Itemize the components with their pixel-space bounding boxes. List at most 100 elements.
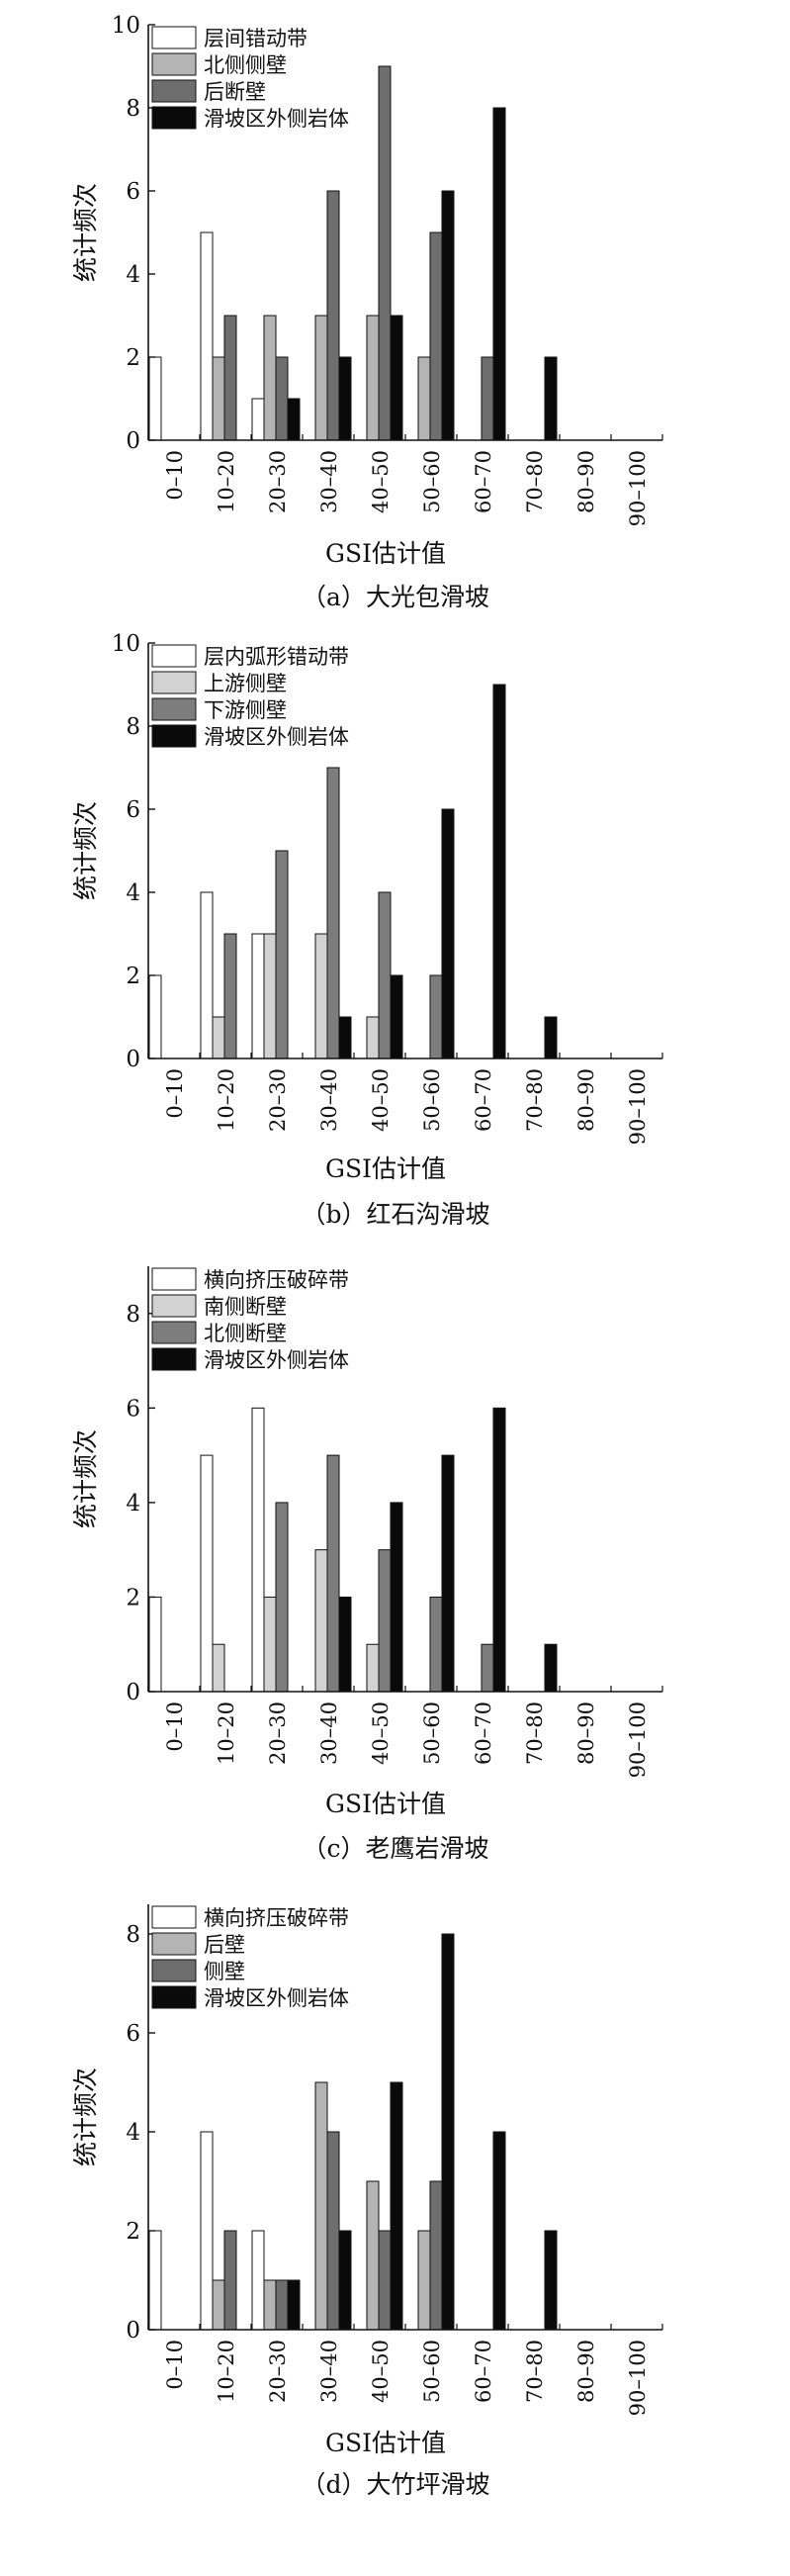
y-tick-label: 6: [126, 2021, 140, 2047]
legend-swatch: [151, 79, 197, 103]
bar: [200, 231, 214, 441]
legend-swatch: [151, 671, 197, 694]
x-tick-label: 70–80: [523, 450, 547, 513]
x-tick-label: 70–80: [523, 1068, 547, 1132]
chart-caption: （b）红石沟滑坡: [301, 1200, 489, 1229]
legend-label: 滑坡区外侧岩体: [204, 725, 349, 749]
chart-caption: （c）老鹰岩滑坡: [302, 1834, 488, 1863]
bar: [378, 891, 392, 1059]
bar: [417, 356, 431, 441]
y-tick-label: 4: [126, 262, 140, 288]
x-tick-label: 30–40: [317, 450, 341, 513]
x-tick-label: 40–50: [369, 1702, 393, 1765]
y-tick-label: 4: [126, 2120, 140, 2146]
y-tick-label: 10: [112, 13, 140, 39]
bar: [326, 2131, 340, 2331]
y-tick-label: 8: [126, 714, 140, 740]
y-axis-label: 统计频次: [71, 801, 100, 900]
bar: [212, 1016, 225, 1059]
bar: [212, 356, 225, 441]
chart-a: 0 2 4 6 8 10 0–10 10–20 20–30 30–40 40–50 50–60 60–7…: [71, 13, 663, 611]
x-tick-label: 80–90: [574, 1068, 598, 1132]
legend-swatch: [151, 1959, 197, 1982]
legend-swatch: [151, 697, 197, 721]
bar: [390, 2081, 403, 2331]
x-tick-label: 0–10: [163, 450, 187, 501]
bar: [378, 2230, 392, 2331]
x-tick-label: 20–30: [266, 1702, 290, 1765]
bar: [251, 1407, 265, 1693]
bar: [200, 2131, 214, 2331]
x-axis-label: GSI估计值: [325, 1154, 446, 1183]
y-tick-label: 6: [126, 797, 140, 823]
x-tick-label: 90–100: [626, 1702, 650, 1778]
bar: [148, 2230, 162, 2331]
bar: [441, 808, 455, 1059]
legend-label: 下游侧壁: [204, 698, 287, 722]
bar: [263, 315, 277, 441]
x-tick-label: 70–80: [523, 1702, 547, 1765]
bar: [441, 1933, 455, 2331]
bar: [390, 974, 403, 1059]
x-axis-label: GSI估计值: [325, 539, 446, 568]
x-tick-label: 30–40: [317, 2340, 341, 2403]
bar: [441, 190, 455, 441]
x-tick-label: 80–90: [574, 450, 598, 513]
bar: [544, 1643, 558, 1693]
legend-label: 滑坡区外侧岩体: [204, 107, 349, 131]
bar: [366, 315, 380, 441]
bar: [338, 2230, 352, 2331]
bar: [148, 974, 162, 1059]
bar: [544, 356, 558, 441]
x-tick-label: 50–60: [420, 450, 444, 513]
chart-b: 0 2 4 6 8 10 0–10 10–20 20–30 30–40 40–50 50–60 60–7…: [71, 631, 663, 1229]
y-tick-label: 8: [126, 96, 140, 122]
bar: [481, 356, 494, 441]
x-tick-label: 50–60: [420, 2340, 444, 2403]
x-axis-label: GSI估计值: [325, 2429, 446, 2457]
y-tick-label: 0: [126, 1680, 140, 1705]
y-tick-label: 2: [126, 964, 140, 989]
y-tick-label: 2: [126, 2219, 140, 2245]
legend-swatch: [151, 1985, 197, 2009]
bar: [338, 1596, 352, 1693]
bar: [287, 398, 301, 441]
x-tick-label: 80–90: [574, 1702, 598, 1765]
x-tick-label: 60–70: [472, 1702, 495, 1765]
chart-d: 0 2 4 6 8 0–10 10–20 20–30 30–40 40–50 50–60 60–70 7…: [71, 1904, 663, 2499]
x-tick-label: 90–100: [626, 2340, 650, 2416]
bar: [314, 315, 328, 441]
bar: [429, 1596, 443, 1693]
y-tick-label: 6: [126, 179, 140, 205]
bar: [212, 1643, 225, 1693]
x-tick-label: 20–30: [266, 450, 290, 513]
bar: [390, 315, 403, 441]
legend-label: 层间错动带: [204, 27, 307, 50]
y-tick-label: 2: [126, 345, 140, 371]
x-tick-label: 60–70: [472, 1068, 495, 1132]
bar: [223, 315, 237, 441]
y-tick-label: 6: [126, 1396, 140, 1422]
bar: [326, 767, 340, 1059]
y-tick-label: 2: [126, 1585, 140, 1610]
chart-caption: （d）大竹坪滑坡: [301, 2470, 489, 2499]
bar: [429, 231, 443, 441]
bar: [200, 1454, 214, 1693]
legend-label: 后断壁: [204, 80, 266, 104]
bar: [417, 2230, 431, 2331]
legend-label: 北侧侧壁: [204, 53, 287, 77]
bar: [223, 933, 237, 1059]
x-tick-label: 90–100: [626, 1068, 650, 1145]
bar: [378, 1549, 392, 1693]
y-tick-label: 0: [126, 1047, 140, 1072]
bar: [492, 107, 506, 441]
bar: [263, 933, 277, 1059]
bar: [275, 2279, 289, 2331]
bar: [366, 1643, 380, 1693]
x-tick-label: 40–50: [369, 1068, 393, 1132]
legend-label: 后壁: [204, 1933, 245, 1957]
bar: [429, 974, 443, 1059]
bar: [326, 1454, 340, 1693]
